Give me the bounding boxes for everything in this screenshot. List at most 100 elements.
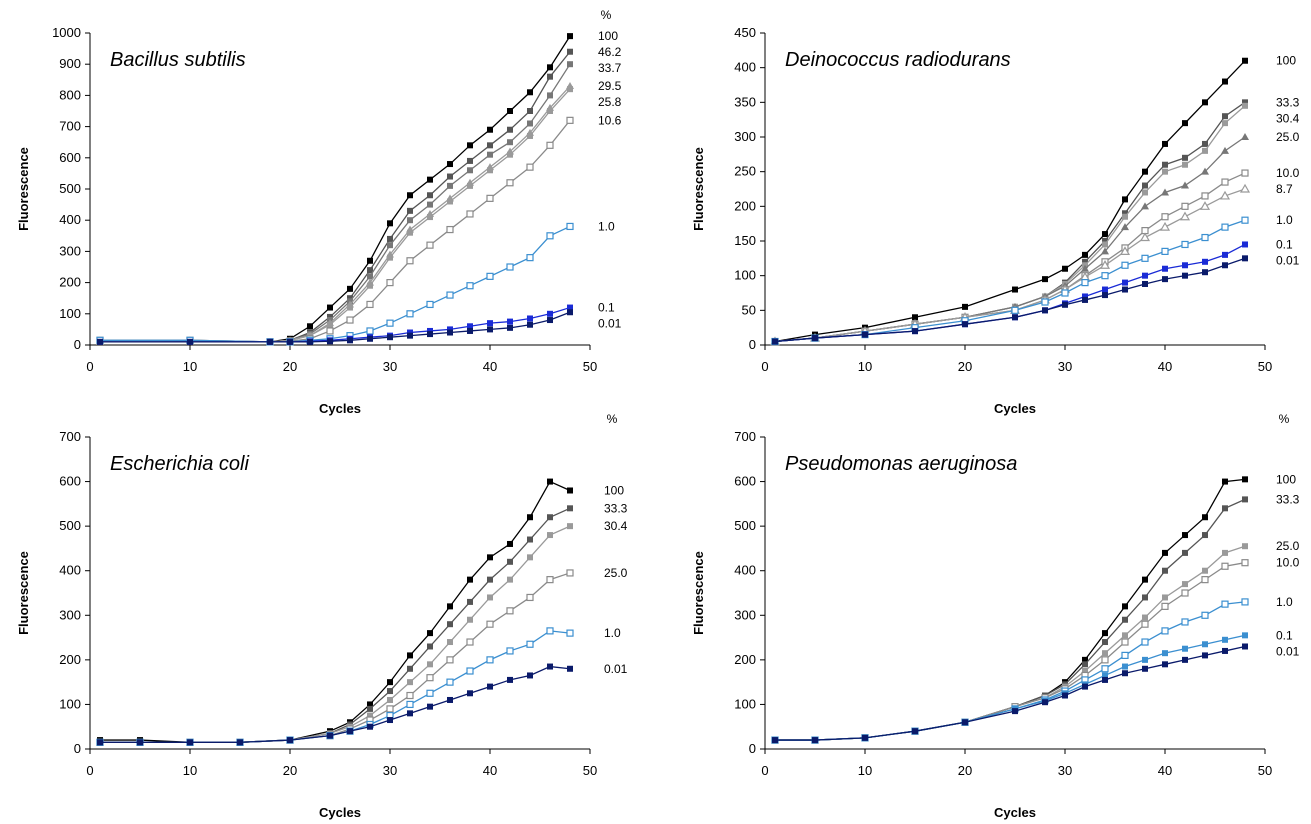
data-point [406,691,414,700]
x-tick-label: 40 [483,763,497,778]
data-point [326,327,334,335]
data-point [1182,272,1188,279]
series-line-30.4 [774,105,1246,343]
data-point [367,701,373,708]
y-tick-label: 0 [749,337,756,352]
data-point [527,514,533,521]
x-tick-label: 40 [1158,763,1172,778]
x-axis-label: Cycles [994,805,1036,820]
series-end-label: 0.01 [1276,644,1300,658]
data-point [507,318,513,325]
data-point [1242,643,1248,650]
chart-panel-3: 0 100 200 300 400 500 600 700 0 10 20 30 40 50 Cycles F… [691,412,1300,820]
data-point [407,329,413,336]
data-point [1012,314,1018,321]
data-point [467,167,473,174]
legend-header: % [601,8,612,22]
data-point [1161,247,1169,255]
data-point [1121,638,1129,646]
data-point [1082,668,1088,674]
data-point [367,257,373,264]
y-axis-label: Fluorescence [16,551,31,635]
data-point [1122,213,1128,220]
data-point [1102,650,1108,657]
data-point [1222,636,1228,643]
data-point [426,689,434,697]
data-point [1202,99,1208,106]
data-point [506,647,514,655]
y-axis-label: Fluorescence [691,147,706,231]
chart-title: Escherichia coli [110,453,250,475]
data-point [1142,576,1148,583]
series-end-label: 100 [1276,54,1296,68]
data-point [772,338,778,345]
data-point [1201,233,1209,242]
data-point [1061,289,1069,297]
data-point [367,273,373,280]
data-point [1182,262,1188,269]
data-point [1142,189,1148,196]
data-point [862,331,868,338]
series-end-label: 30.4 [1276,111,1300,125]
data-point [287,737,293,744]
data-point [1182,656,1188,663]
data-point [367,335,373,342]
data-point [527,672,533,679]
data-point [446,656,454,664]
series-end-label: 25.8 [598,95,622,109]
data-point [347,304,353,311]
data-point [487,554,493,561]
data-point [426,241,434,249]
data-point [1162,594,1168,601]
data-point [1221,223,1229,231]
series-end-label: 29.5 [598,79,622,93]
series-line-0.1 [775,634,1246,741]
data-point [1241,169,1249,177]
series-line-0.01 [100,665,571,743]
data-point [97,739,103,746]
data-point [387,688,393,695]
data-point [1219,190,1231,200]
data-point [912,728,918,735]
series-end-label: 0.01 [598,317,622,331]
series-line-1.0 [774,219,1246,343]
data-point [327,313,333,320]
data-point [346,316,354,324]
data-point [1181,202,1189,210]
data-point [137,739,143,746]
series-end-label: 8.7 [1276,182,1293,196]
y-axis-label: Fluorescence [16,147,31,231]
data-point [1222,478,1228,485]
data-point [1142,272,1148,279]
data-point [407,679,413,686]
data-point [1142,594,1148,601]
data-point [427,661,433,668]
series-end-label: 1.0 [1276,595,1293,609]
x-tick-label: 10 [183,763,197,778]
data-point [567,86,573,93]
data-point [1222,251,1228,258]
data-point [1121,223,1129,231]
x-tick-label: 10 [858,763,872,778]
data-point [1142,280,1148,287]
data-point [1101,247,1109,255]
y-tick-label: 0 [74,741,81,756]
series-line-100 [775,478,1246,741]
data-point [387,242,393,249]
series-line-30.4 [100,525,571,743]
x-tick-label: 20 [958,359,972,374]
data-point [527,321,533,328]
data-point [1222,120,1228,127]
data-point [1062,265,1068,272]
data-point [1201,611,1209,619]
series-line-1.0 [100,630,571,743]
y-tick-label: 600 [59,150,81,165]
data-point [507,126,513,133]
data-point [1141,620,1149,628]
data-point [1122,279,1128,286]
y-tick-label: 300 [734,129,756,144]
data-point [426,674,434,682]
data-point [447,173,453,180]
series-line-0.01 [775,645,1246,741]
